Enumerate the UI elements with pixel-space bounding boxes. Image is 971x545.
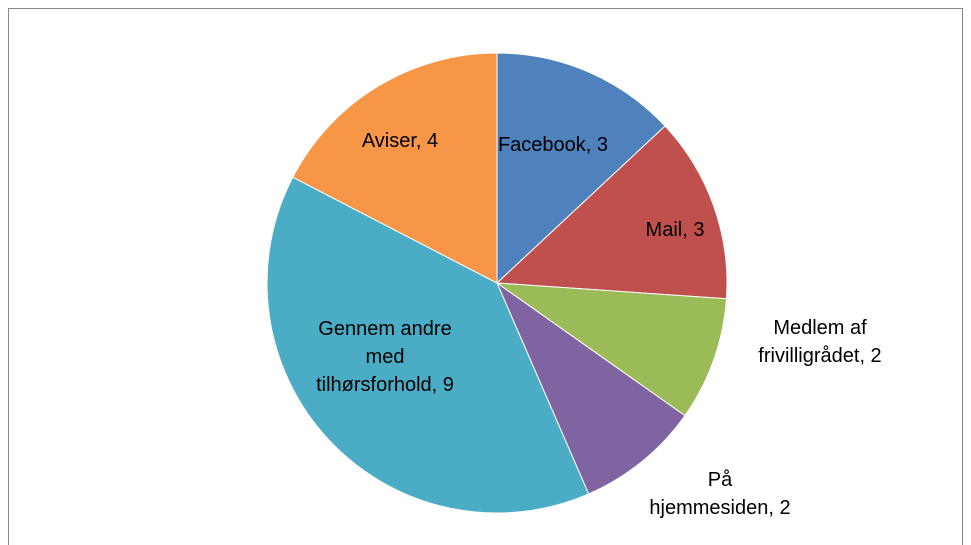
data-label: På hjemmesiden, 2 bbox=[649, 469, 790, 519]
data-label: Aviser, 4 bbox=[362, 130, 438, 152]
data-label: Gennem andre med tilhørsforhold, 9 bbox=[316, 318, 454, 396]
pie-slice bbox=[292, 52, 498, 284]
pie-slice bbox=[495, 282, 727, 417]
pie-slice bbox=[266, 176, 590, 514]
pie-slice bbox=[495, 281, 686, 495]
data-label: Mail, 3 bbox=[646, 219, 705, 241]
data-label: Facebook, 3 bbox=[498, 134, 608, 156]
pie-slice bbox=[496, 52, 666, 285]
pie-slice bbox=[495, 125, 728, 300]
data-label: Medlem af frivilligrådet, 2 bbox=[758, 317, 881, 367]
